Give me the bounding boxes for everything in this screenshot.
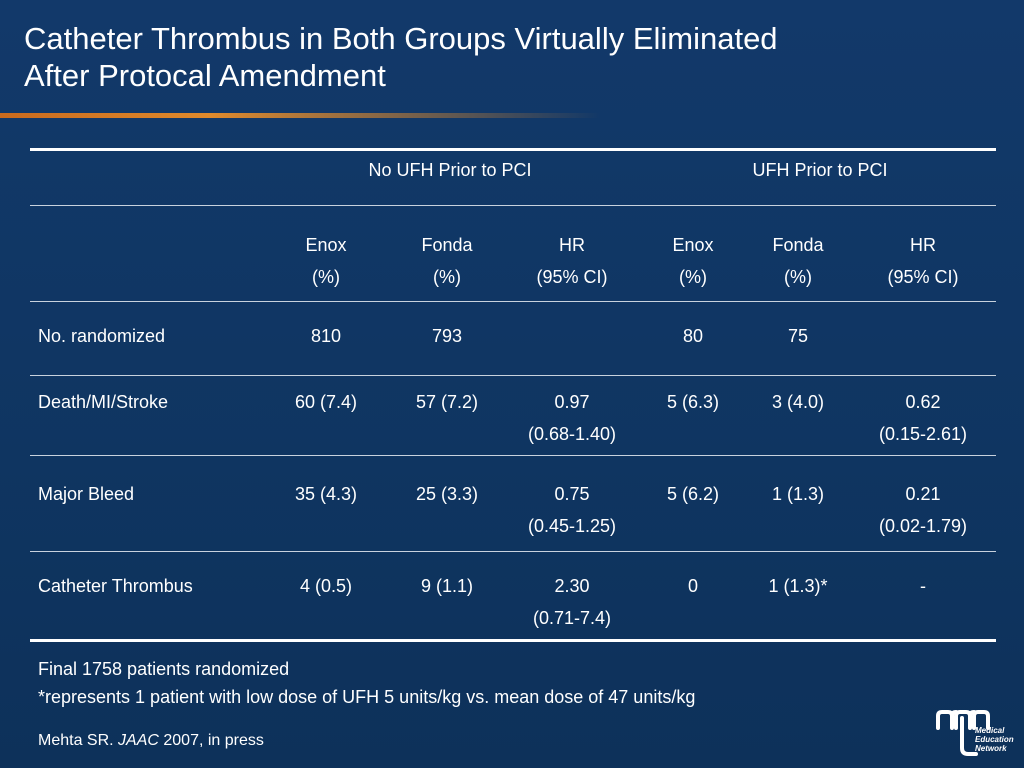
slide-title-line-1: Catheter Thrombus in Both Groups Virtual… — [24, 21, 778, 56]
table-cell: 3 (4.0) — [733, 386, 863, 418]
table-cell: 60 (7.4) — [261, 386, 391, 418]
logo-text-line-3: Network — [975, 744, 1007, 753]
footnote-line-2: *represents 1 patient with low dose of U… — [38, 687, 696, 707]
column-header-line: Fonda — [421, 235, 473, 255]
table-cell-line: 0.21 — [905, 484, 941, 504]
table-cell: 25 (3.3) — [382, 478, 512, 510]
table-cell-line: (0.68-1.40) — [527, 424, 617, 444]
table-cell-line: 57 (7.2) — [415, 392, 479, 412]
column-header-line: HR — [559, 235, 585, 255]
table-rule — [30, 205, 996, 206]
column-header-line: (%) — [679, 267, 707, 287]
column-header-line: (%) — [784, 267, 812, 287]
table-cell: 810 — [261, 320, 391, 352]
table-cell: - — [858, 570, 988, 602]
citation-journal: JAAC — [118, 732, 159, 749]
column-header-line: (%) — [433, 267, 461, 287]
footnotes: Final 1758 patients randomized *represen… — [38, 655, 695, 711]
column-header-line: Enox — [305, 235, 347, 255]
table-cell-line: 1 (1.3) — [771, 484, 825, 504]
row-label: Death/MI/Stroke — [38, 392, 169, 412]
table-cell: 1 (1.3)* — [733, 570, 863, 602]
table-bottom-rule — [30, 639, 996, 642]
table-cell: 75 — [733, 320, 863, 352]
footnote-line-1: Final 1758 patients randomized — [38, 659, 290, 679]
table-cell-line: (0.45-1.25) — [527, 516, 617, 536]
table-cell: 0 — [628, 570, 758, 602]
slide-title-line-2: After Protocal Amendment — [24, 58, 386, 93]
medical-education-network-logo — [936, 710, 990, 756]
title-accent-line — [0, 113, 600, 118]
table-cell-line: 5 (6.3) — [666, 392, 720, 412]
table-cell-line: 25 (3.3) — [415, 484, 479, 504]
group-header-no-ufh: No UFH Prior to PCI — [368, 160, 532, 180]
table-cell-line: 0 — [687, 576, 698, 596]
table-cell: 0.75 (0.45-1.25) — [507, 478, 637, 542]
table-cell-line: - — [920, 576, 926, 596]
table-cell-line: 60 (7.4) — [294, 392, 358, 412]
table-rule — [30, 301, 996, 302]
logo-text: Medical Education Network — [975, 726, 1014, 753]
column-header-line: Enox — [672, 235, 714, 255]
table-cell-line: 75 — [787, 326, 809, 346]
table-cell-line: 80 — [682, 326, 704, 346]
table-cell-line: 9 (1.1) — [420, 576, 474, 596]
row-label: Major Bleed — [38, 484, 135, 504]
table-cell-line: 4 (0.5) — [299, 576, 353, 596]
table-cell-line: 3 (4.0) — [771, 392, 825, 412]
table-cell: 0.62 (0.15-2.61) — [858, 386, 988, 450]
table-cell: 80 — [628, 320, 758, 352]
row-label: Catheter Thrombus — [38, 576, 193, 596]
table-rule — [30, 375, 996, 376]
table-cell: 0.21 (0.02-1.79) — [858, 478, 988, 542]
citation: Mehta SR. JAAC 2007, in press — [38, 730, 264, 752]
table-cell-line: 0.75 — [554, 484, 590, 504]
table-cell-line: (0.15-2.61) — [878, 424, 968, 444]
table-cell-line: 793 — [431, 326, 463, 346]
table-cell: 0.97 (0.68-1.40) — [507, 386, 637, 450]
column-header: HR (95% CI) — [858, 229, 988, 293]
table-cell-line: 0.62 — [905, 392, 941, 412]
column-header: HR (95% CI) — [507, 229, 637, 293]
table-cell-line: 1 (1.3)* — [768, 576, 828, 596]
table-cell-line: 35 (4.3) — [294, 484, 358, 504]
table-cell: 5 (6.3) — [628, 386, 758, 418]
row-label: No. randomized — [38, 326, 166, 346]
table-cell-line: 5 (6.2) — [666, 484, 720, 504]
column-header-line: (95% CI) — [536, 267, 608, 287]
column-header-line: Fonda — [772, 235, 824, 255]
table-cell: 1 (1.3) — [733, 478, 863, 510]
column-header: Fonda (%) — [382, 229, 512, 293]
table-top-rule — [30, 148, 996, 151]
table-cell: 4 (0.5) — [261, 570, 391, 602]
table-cell: 57 (7.2) — [382, 386, 512, 418]
column-header-line: (95% CI) — [887, 267, 959, 287]
column-header-line: HR — [910, 235, 936, 255]
column-header: Fonda (%) — [733, 229, 863, 293]
table-cell-line: 0.97 — [554, 392, 590, 412]
table-rule — [30, 455, 996, 456]
table-rule — [30, 551, 996, 552]
table-cell: 2.30 (0.71-7.4) — [507, 570, 637, 634]
citation-author: Mehta SR. — [38, 732, 119, 749]
slide-title: Catheter Thrombus in Both Groups Virtual… — [24, 20, 984, 94]
citation-rest: 2007, in press — [158, 732, 264, 749]
table-cell: 5 (6.2) — [628, 478, 758, 510]
table-cell: 793 — [382, 320, 512, 352]
column-header: Enox (%) — [628, 229, 758, 293]
column-header-line: (%) — [312, 267, 340, 287]
table-cell-line: (0.02-1.79) — [878, 516, 968, 536]
logo-text-line-2: Education — [975, 735, 1014, 744]
table-cell: 9 (1.1) — [382, 570, 512, 602]
group-header-ufh: UFH Prior to PCI — [752, 160, 888, 180]
logo-text-line-1: Medical — [975, 726, 1005, 735]
table-cell-line: 810 — [310, 326, 342, 346]
table-cell: 35 (4.3) — [261, 478, 391, 510]
table-cell-line: 2.30 — [554, 576, 590, 596]
table-cell-line: (0.71-7.4) — [532, 608, 612, 628]
column-header: Enox (%) — [261, 229, 391, 293]
